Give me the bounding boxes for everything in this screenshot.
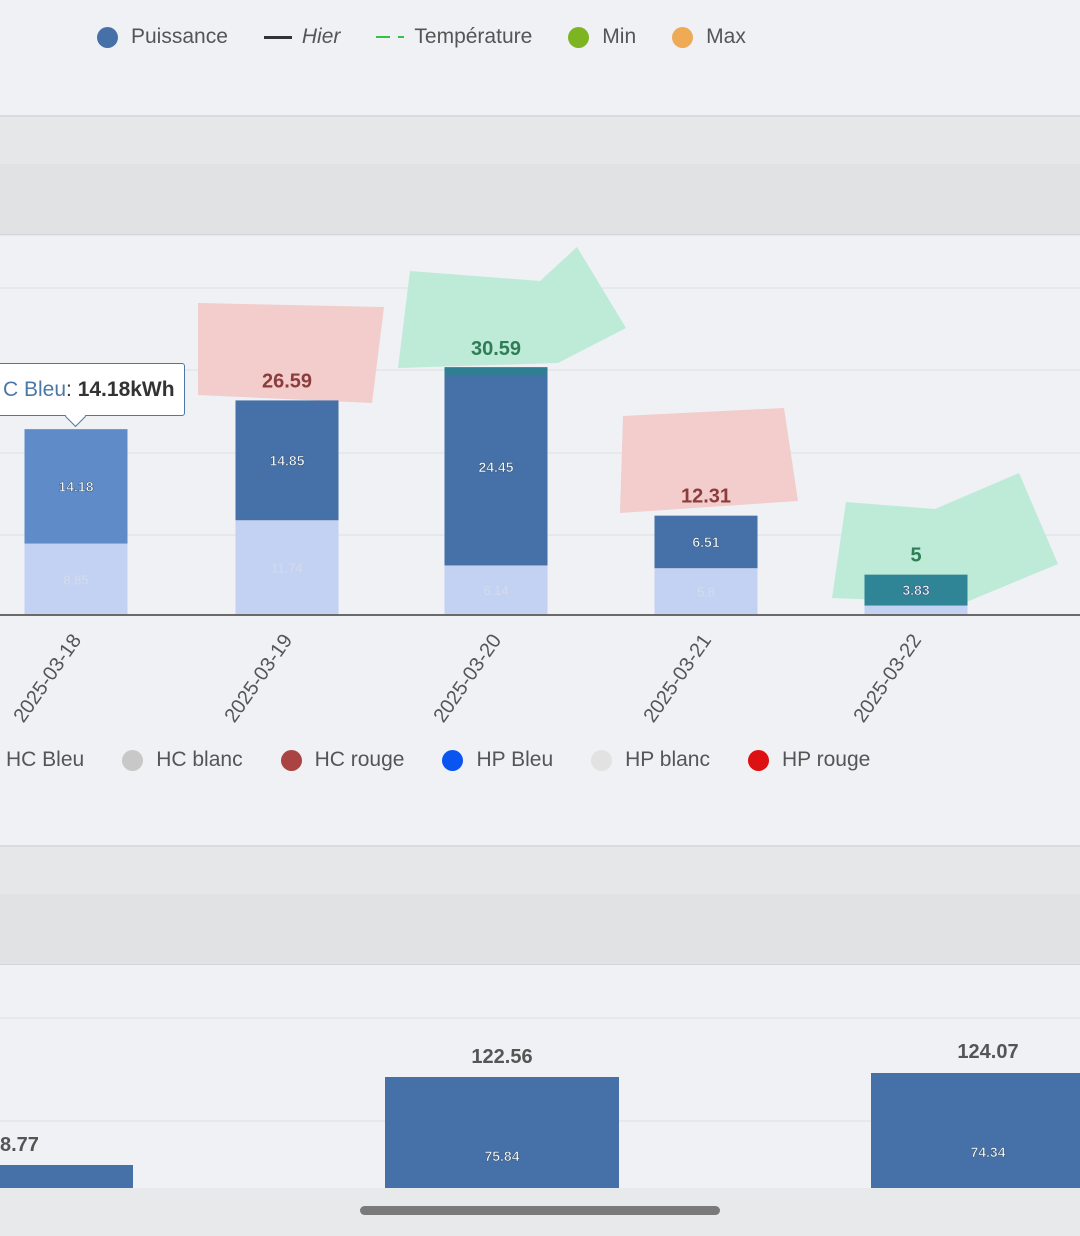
legend-dot-icon: [280, 749, 302, 771]
bar-segment-hc-bleu[interactable]: [235, 520, 339, 615]
legend-dot-icon: [747, 749, 769, 771]
legend-item-hp-rouge[interactable]: HP rouge: [747, 748, 871, 772]
bar-segment-label: 14.18: [58, 478, 93, 494]
legend-line-icon: [263, 35, 292, 39]
bar-segment-hc-bleu[interactable]: [864, 605, 968, 615]
legend-item-temperature[interactable]: Température: [376, 25, 532, 49]
tooltip-series: C Bleu: [3, 378, 67, 401]
highlight-shape: [620, 408, 798, 513]
bar-segment-label: 24.45: [478, 459, 513, 475]
legend-label: Température: [414, 25, 533, 48]
legend-dot-icon: [591, 749, 613, 771]
bar-total-label: 12.31: [681, 486, 731, 508]
legend-label: Min: [602, 25, 637, 48]
x-tick-label: 2025-03-20: [429, 630, 506, 725]
legend-item-max[interactable]: Max: [672, 25, 746, 49]
home-indicator[interactable]: [360, 1206, 720, 1215]
bar-total-label: 26.59: [262, 370, 312, 392]
highlight-shapes: [198, 247, 1058, 603]
bar-total-label: 8.77: [0, 1134, 39, 1156]
bar[interactable]: [0, 1165, 133, 1188]
x-tick-label: 2025-03-18: [9, 630, 86, 725]
legend-item-hp-bleu[interactable]: HP Bleu: [442, 748, 553, 772]
x-tick-label: 2025-03-19: [220, 630, 297, 725]
bar-segment-label: 3.83: [902, 582, 929, 598]
bar-inner-label: 74.34: [970, 1144, 1005, 1160]
bars: 8.77 122.56 75.84 124.07 74.34: [0, 1041, 1080, 1188]
tooltip: C Bleu: 14.18kWh: [0, 363, 185, 428]
weekly-bar-chart: 8.77 122.56 75.84 124.07 74.34: [0, 1017, 1080, 1188]
highlight-shape: [198, 303, 384, 403]
bar-total-label: 122.56: [471, 1046, 532, 1068]
legend-label: HP rouge: [781, 748, 871, 771]
separator-band: [0, 845, 1080, 895]
legend-dot-icon: [568, 26, 590, 48]
highlight-shape: [398, 247, 626, 368]
legend-dash-icon: [376, 36, 405, 38]
legend-label: HC blanc: [156, 748, 243, 771]
bar-segment-hp-bleu[interactable]: [864, 574, 968, 606]
bar-segment-label: 5.8: [697, 585, 715, 600]
top-legend: Puissance Hier Température Min Max: [97, 25, 782, 49]
bar-inner-label: 75.84: [484, 1148, 519, 1164]
separator-band: [0, 115, 1080, 165]
bar-segment-label: 6.51: [692, 534, 719, 550]
bar-segment-hp-bleu[interactable]: [444, 368, 548, 566]
bar-segment-hc-bleu[interactable]: [654, 568, 758, 615]
legend-dot-icon: [672, 26, 694, 48]
bar-total-label: 30.59: [471, 338, 521, 360]
highlight-shape: [832, 473, 1058, 603]
legend-dot-icon: [97, 26, 118, 48]
bar-segment-hp-bleu[interactable]: [654, 515, 758, 569]
bar-segment-label: 11.74: [271, 561, 303, 576]
bar-segment-hc-bleu[interactable]: [24, 543, 128, 615]
legend-item-hc-bleu[interactable]: HC Bleu: [0, 748, 84, 772]
legend-item-hier[interactable]: Hier: [263, 25, 341, 49]
daily-stacked-bar-chart: 8.8514.1823.0311.7414.8526.596.1424.4530…: [0, 235, 1080, 725]
legend-item-min[interactable]: Min: [568, 25, 636, 49]
tariff-legend: HC Bleu HC blanc HC rouge HP Bleu HP blanc HP…: [0, 748, 908, 772]
legend-label: Hier: [301, 25, 341, 48]
x-tick-label: 2025-03-22: [849, 630, 926, 725]
bar-segment-hp-bleu[interactable]: [235, 400, 339, 521]
scrollbar-track-band: [0, 164, 1080, 235]
tooltip-value: 14.18kWh: [77, 378, 175, 401]
bar[interactable]: [871, 1073, 1080, 1188]
bar-segment-label: 14.85: [269, 452, 304, 468]
legend-item-hc-rouge[interactable]: HC rouge: [280, 748, 405, 772]
scrollbar-track-band: [0, 894, 1080, 965]
bar-segment-hp-bleu[interactable]: [24, 429, 128, 544]
legend-label: HC rouge: [314, 748, 405, 771]
x-tick-labels: 2025-03-18 2025-03-19 2025-03-20 2025-03-21…: [9, 630, 926, 725]
bar-segment-label: 6.14: [483, 583, 508, 598]
legend-dot-icon: [122, 749, 144, 771]
legend-label: Max: [706, 25, 746, 48]
legend-item-hc-blanc[interactable]: HC blanc: [122, 748, 243, 772]
bar[interactable]: [385, 1077, 619, 1188]
legend-label: HC Bleu: [6, 748, 85, 771]
legend-dot-icon: [442, 749, 464, 771]
bar-total-label: 124.07: [957, 1041, 1018, 1063]
bars: [24, 367, 968, 615]
legend-label: Puissance: [131, 25, 228, 48]
bar-segment-label: 8.85: [63, 572, 88, 587]
x-tick-label: 2025-03-21: [639, 630, 716, 725]
bar-total-label: 5: [910, 545, 921, 567]
legend-label: HP blanc: [625, 748, 710, 771]
bar-segment-hc-bleu[interactable]: [444, 565, 548, 615]
legend-item-hp-blanc[interactable]: HP blanc: [591, 748, 710, 772]
legend-item-puissance[interactable]: Puissance: [97, 25, 228, 49]
legend-label: HP Bleu: [476, 748, 554, 771]
bar-top-cap: [444, 367, 548, 377]
